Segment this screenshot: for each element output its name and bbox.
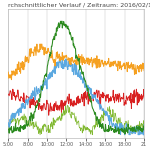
Text: rchschnittlicher Verlauf / Zeitraum: 2016/02/16 17:00 bis 201: rchschnittlicher Verlauf / Zeitraum: 201… (8, 3, 150, 8)
